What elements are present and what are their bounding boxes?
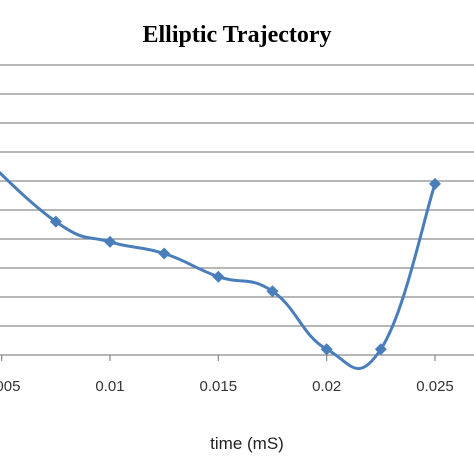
x-tick-label: 0.02 (312, 378, 341, 395)
grid-layer (0, 64, 474, 327)
x-tick-label: 0.015 (200, 378, 238, 395)
data-point-marker (266, 285, 279, 298)
series-layer (0, 170, 441, 371)
chart-title: Elliptic Trajectory (142, 22, 332, 48)
data-point-marker (320, 343, 333, 356)
data-point-marker (104, 235, 116, 248)
axis-layer (0, 354, 474, 361)
x-tick-label: 0.01 (95, 378, 124, 395)
series-line (0, 170, 437, 371)
data-point-marker (158, 247, 171, 260)
x-tick-label: 0.005 (0, 378, 20, 395)
data-point-marker (49, 215, 62, 228)
data-point-marker (374, 343, 387, 356)
x-tick-label: 0.025 (416, 378, 454, 395)
x-axis-title: time (mS) (210, 434, 284, 453)
data-point-marker (212, 270, 225, 283)
tick-label-layer: 0.005 0.01 0.015 0.02 0.025 (0, 378, 454, 395)
data-point-marker (429, 177, 441, 190)
